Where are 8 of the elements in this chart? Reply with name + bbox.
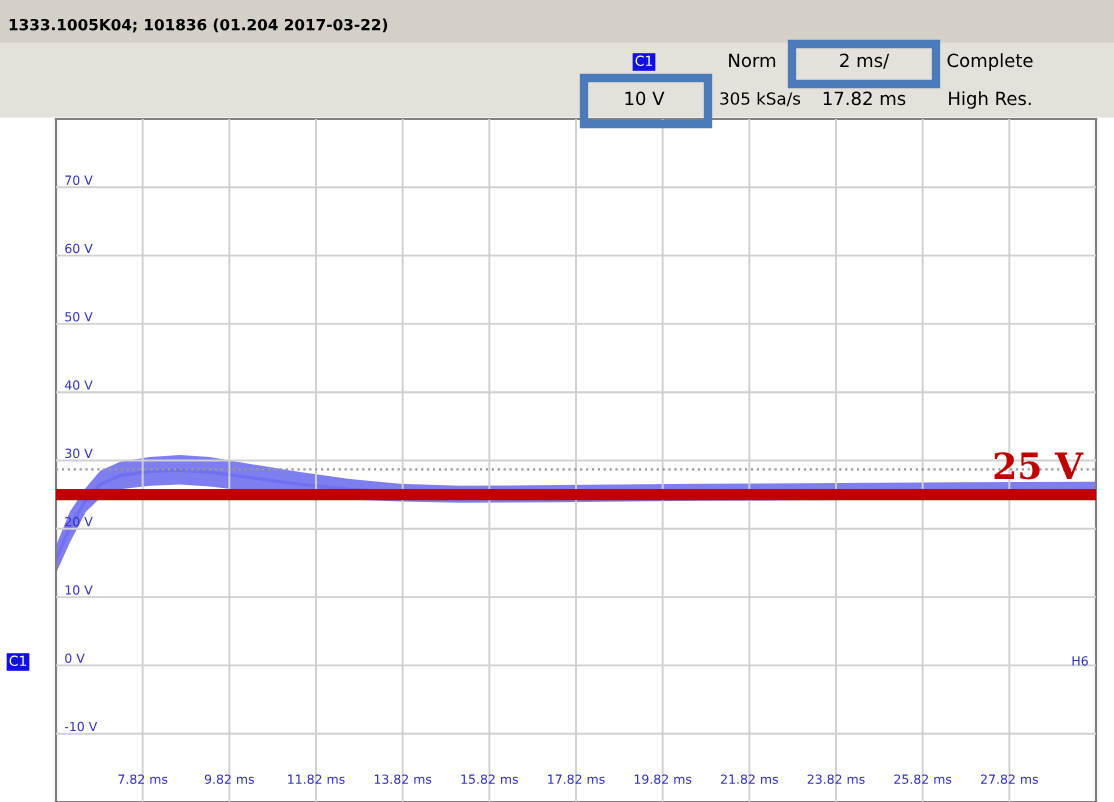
text: 2 ms/ <box>840 53 890 69</box>
text: High Res. <box>949 91 1031 109</box>
text: 10 V <box>625 91 665 106</box>
text: 305 kSa/s <box>720 91 801 107</box>
text: Norm <box>729 53 776 68</box>
text: 17.82 ms <box>823 91 906 106</box>
ref-line-label: 25 V <box>994 452 1084 480</box>
text: Complete <box>947 53 1033 71</box>
